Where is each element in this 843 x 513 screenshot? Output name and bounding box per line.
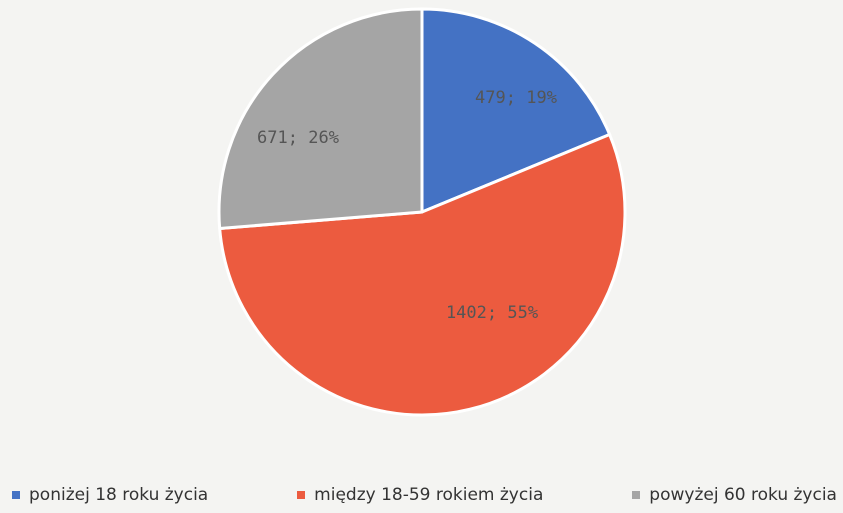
legend-label-over-60: powyżej 60 roku życia [649,485,837,505]
data-label-under-18: 479; 19% [475,88,557,108]
legend-swatch-under-18 [12,491,20,499]
legend-swatch-18-59 [297,491,306,499]
pie-slices [217,7,627,417]
legend-label-18-59: między 18-59 rokiem życia [314,485,544,505]
legend-label-under-18: poniżej 18 roku życia [29,485,209,505]
legend-swatch-over-60 [632,491,641,499]
pie-data-labels: 479; 19% 1402; 55% 671; 26% [257,88,557,323]
data-label-18-59: 1402; 55% [446,303,538,323]
slice-18-59 [218,133,627,417]
slice-over-60 [217,7,424,230]
legend-item-18-59: między 18-59 rokiem życia [297,485,543,505]
legend: poniżej 18 roku życia między 18-59 rokie… [0,482,843,508]
slice-under-18 [420,7,612,214]
legend-item-over-60: powyżej 60 roku życia [632,485,837,505]
legend-item-under-18: poniżej 18 roku życia [12,485,208,505]
data-label-over-60: 671; 26% [257,128,339,148]
